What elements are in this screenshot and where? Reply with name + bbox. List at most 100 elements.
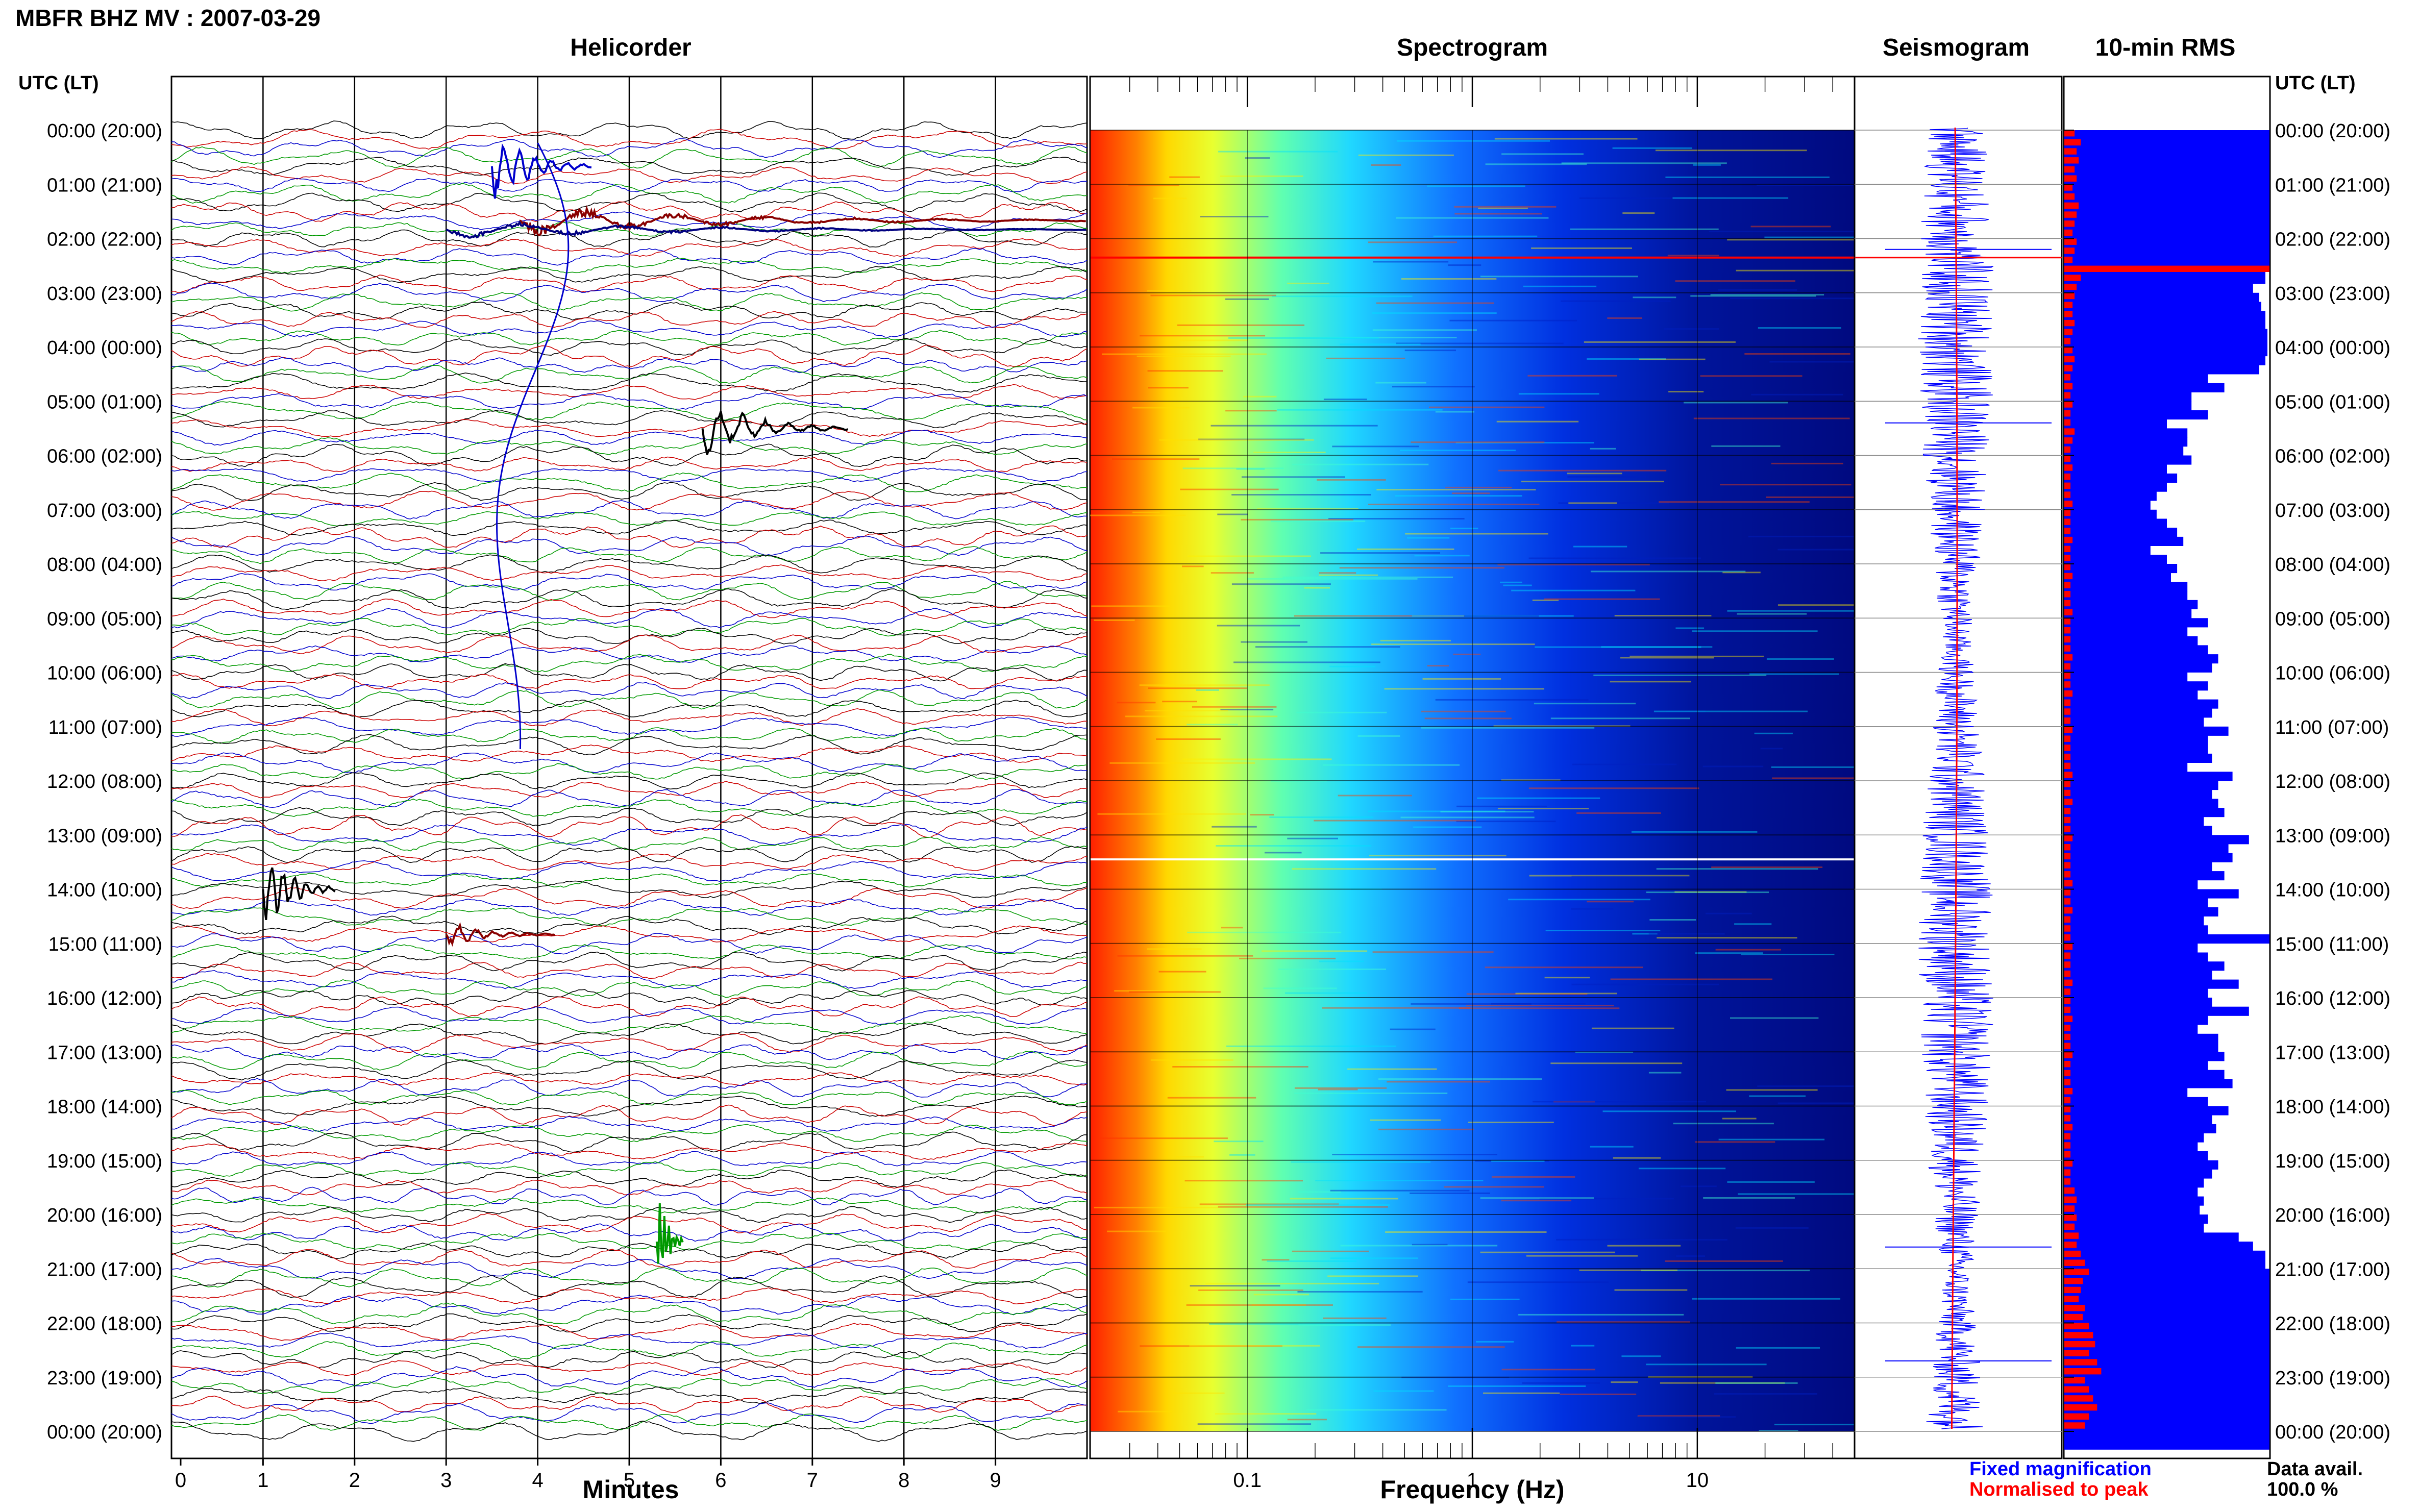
hour-label-right: 09:00 (05:00) <box>2275 608 2390 630</box>
rms-fixed-bar <box>2064 437 2188 447</box>
rms-fixed-bar <box>2064 772 2233 781</box>
helicorder-trace <box>171 1131 1087 1153</box>
spectrogram-texture-band <box>1253 452 1326 453</box>
rms-fixed-bar <box>2064 356 2265 365</box>
rms-normalised-bar <box>2064 365 2073 371</box>
helicorder-trace <box>171 951 1088 972</box>
spectrogram-texture-band <box>1568 502 1617 504</box>
spectrogram-texture-band <box>1766 496 1855 498</box>
helicorder-trace <box>171 546 1088 564</box>
helicorder-trace <box>171 500 1088 519</box>
rms-normalised-bar <box>2064 491 2071 498</box>
spectrogram-texture-band <box>1610 978 1772 980</box>
spectrogram-texture-band <box>1659 501 1810 503</box>
spectrogram-texture-band <box>1491 1176 1575 1178</box>
helicorder-trace <box>171 1249 1088 1269</box>
rms-normalised-bar <box>2064 726 2073 733</box>
rms-normalised-bar <box>2064 311 2073 317</box>
spectrogram-texture-band <box>1332 1154 1497 1155</box>
seismogram-title: Seismogram <box>1882 34 2030 61</box>
spectrogram-texture-band <box>1404 350 1456 352</box>
hour-label-right: 05:00 (01:00) <box>2275 391 2390 413</box>
spectrogram-texture-band <box>1369 855 1507 857</box>
rms-fixed-bar <box>2064 1359 2269 1369</box>
helicorder-trace <box>171 443 1088 467</box>
spectrogram-texture-band <box>1211 425 1378 427</box>
rms-fixed-bar <box>2064 627 2188 637</box>
spectrogram-texture-band <box>1778 549 1855 551</box>
rms-fixed-bar <box>2064 1015 2208 1025</box>
spectrogram-texture-band <box>1192 706 1277 708</box>
spectrogram-texture-band <box>1253 1294 1310 1296</box>
hour-label-right: 15:00 (11:00) <box>2275 934 2389 955</box>
spectrogram-texture-band <box>1435 699 1589 701</box>
spectrogram-texture-band <box>1750 226 1831 228</box>
helicorder-trace <box>171 564 1088 582</box>
spectrogram-texture-band <box>1412 615 1574 617</box>
spectrogram-texture-band <box>1675 627 1705 629</box>
helicorder-trace <box>171 772 1088 789</box>
helicorder-trace <box>171 1287 1088 1305</box>
rms-normalised-bar <box>2064 211 2077 218</box>
spectrogram-texture-band <box>1466 1005 1614 1006</box>
rms-normalised-bar <box>2064 536 2073 543</box>
helicorder-trace <box>171 598 1088 619</box>
rms-normalised-bar <box>2064 546 2071 552</box>
rms-normalised-bar <box>2064 1205 2075 1212</box>
spectrogram-texture-band <box>1711 445 1781 447</box>
hour-label-right: 03:00 (23:00) <box>2275 283 2390 305</box>
helicorder-x-tick-label: 7 <box>807 1469 818 1492</box>
helicorder-event-trace <box>490 143 592 199</box>
spectrogram-texture-band <box>1491 1003 1586 1005</box>
helicorder-trace <box>171 846 1088 863</box>
spectrogram-texture-band <box>1239 957 1336 959</box>
rms-fixed-bar <box>2064 1124 2216 1133</box>
helicorder-trace <box>171 129 1088 150</box>
spectrogram-texture-band <box>1591 1027 1674 1029</box>
helicorder-trace <box>171 157 1088 176</box>
seismogram-normalised-trace <box>1951 127 1958 1429</box>
helicorder-trace <box>171 1206 1088 1223</box>
rms-normalised-bar <box>2064 528 2071 534</box>
spectrogram-texture-band <box>1228 337 1379 339</box>
helicorder-trace <box>171 511 1088 527</box>
rms-fixed-bar <box>2064 130 2269 140</box>
spectrogram-texture-band <box>1558 502 1669 504</box>
rms-normalised-bar <box>2064 573 2073 580</box>
spectrogram-texture-band <box>1267 1260 1357 1262</box>
rms-normalised-bar <box>2064 401 2073 408</box>
spectrogram-texture-band <box>1736 269 1855 271</box>
rms-normalised-bar <box>2064 907 2073 914</box>
helicorder-trace <box>171 1242 1088 1259</box>
rms-normalised-bar <box>2064 916 2071 923</box>
helicorder-trace <box>171 1413 1088 1431</box>
rms-fixed-bar <box>2064 880 2198 889</box>
rms-normalised-bar <box>2064 1006 2071 1013</box>
spectrogram-texture-band <box>1245 157 1270 159</box>
helicorder-trace <box>171 419 1088 437</box>
spectrogram-texture-band <box>1357 548 1454 550</box>
rms-fixed-bar <box>2064 808 2225 817</box>
rms-normalised-bar <box>2064 681 2071 688</box>
helicorder-trace <box>171 201 1088 222</box>
spectrogram-x-tick-label: 0.1 <box>1233 1469 1262 1492</box>
rms-fixed-bar <box>2064 1052 2225 1061</box>
rms-normalised-bar <box>2064 618 2071 625</box>
rms-normalised-bar <box>2064 934 2071 941</box>
spectrogram-texture-band <box>1710 294 1824 296</box>
spectrogram-texture-band <box>1666 710 1706 712</box>
rms-fixed-bar <box>2064 1377 2269 1386</box>
helicorder-x-tick-label: 8 <box>898 1469 909 1492</box>
spectrogram-texture-band <box>1515 993 1617 995</box>
spectrogram-texture-band <box>1448 1385 1586 1387</box>
spectrogram-texture-band <box>1395 495 1522 497</box>
rms-normalised-bar <box>2064 772 2073 778</box>
spectrogram-texture-band <box>1180 488 1279 490</box>
rms-normalised-bar <box>2064 509 2071 516</box>
rms-fixed-bar <box>2064 952 2208 962</box>
helicorder-trace <box>171 1186 1088 1206</box>
spectrogram-texture-band <box>1612 147 1692 149</box>
helicorder-panel: 0 1 2 3 4 5 6 7 8 9 <box>170 76 1088 1492</box>
rms-normalised-bar <box>2064 1323 2089 1329</box>
spectrogram-texture-band <box>1150 1059 1233 1061</box>
